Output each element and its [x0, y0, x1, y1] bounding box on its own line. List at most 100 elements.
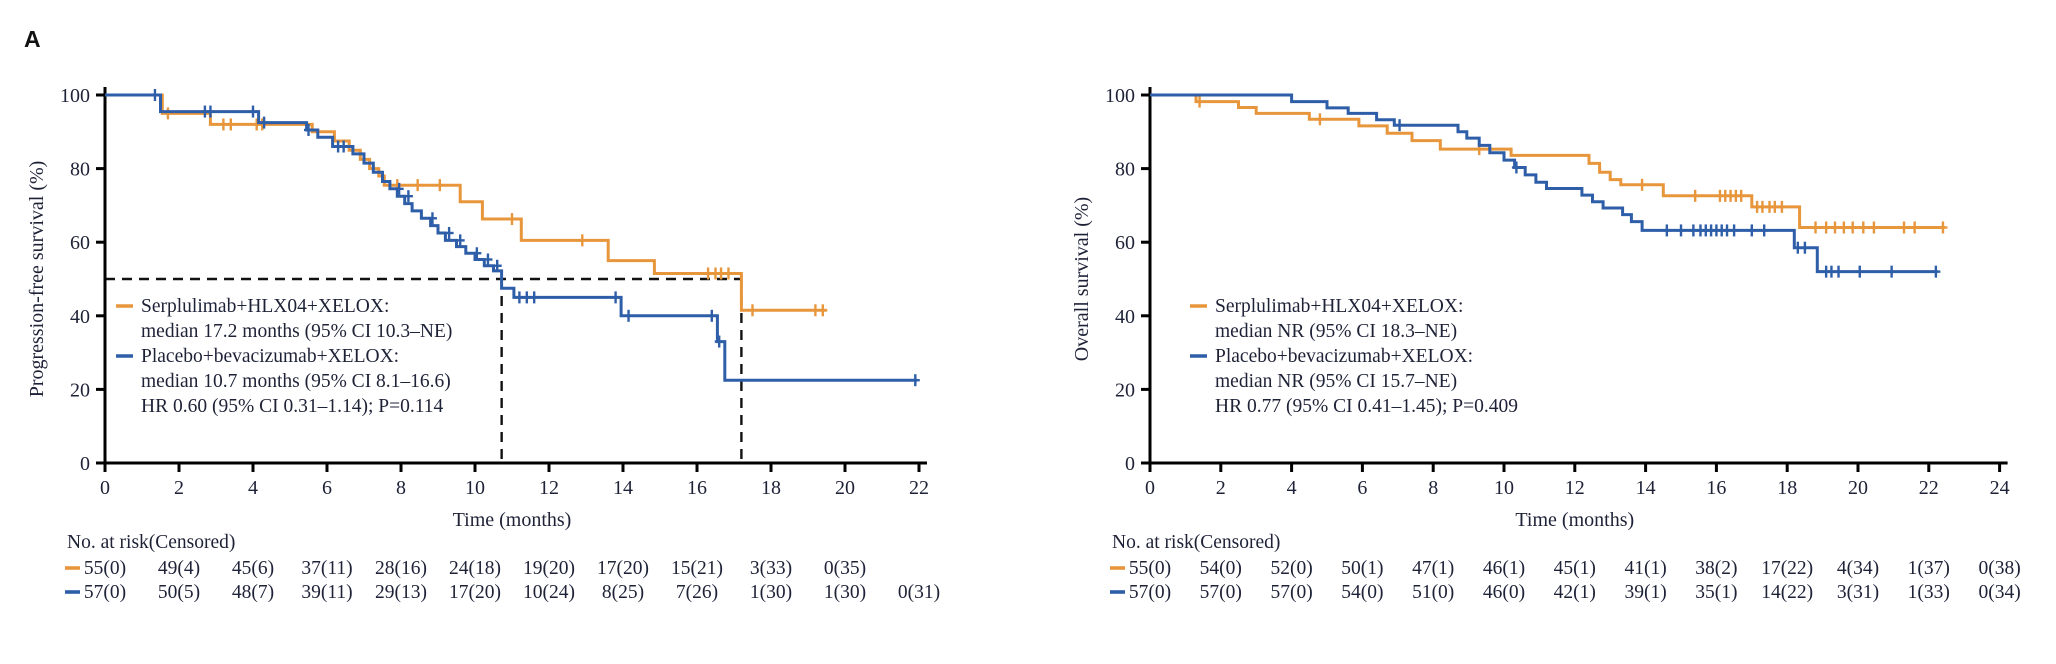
x-tick-label: 10 — [1494, 477, 1514, 499]
legend-text: Placebo+bevacizumab+XELOX: — [141, 346, 399, 367]
at-risk-value: 28(16) — [375, 558, 427, 579]
at-risk-value: 17(22) — [1761, 558, 1813, 579]
y-tick-label: 60 — [1115, 232, 1135, 254]
at-risk-value: 7(26) — [676, 582, 718, 603]
at-risk-value: 55(0) — [1129, 558, 1171, 579]
at-risk-value: 0(35) — [824, 558, 866, 579]
at-risk-value: 46(1) — [1483, 558, 1525, 579]
x-tick-label: 8 — [1428, 477, 1438, 499]
legend-text: Placebo+bevacizumab+XELOX: — [1215, 346, 1473, 367]
at-risk-value: 47(1) — [1412, 558, 1454, 579]
at-risk-table: No. at risk(Censored) 55(0) 49(4) 45(6) 37(1… — [65, 532, 940, 603]
y-tick-label: 20 — [1115, 379, 1135, 401]
at-risk-value: 55(0) — [84, 558, 126, 579]
km-curve-placebo — [105, 93, 918, 382]
x-tick-label: 18 — [1777, 477, 1797, 499]
x-tick-label: 0 — [100, 477, 110, 499]
y-axis-title: Progression-free survival (%) — [26, 161, 48, 398]
x-tick-label: 2 — [174, 477, 184, 499]
at-risk-value: 39(11) — [301, 582, 352, 603]
at-risk-value: 29(13) — [375, 582, 427, 603]
at-risk-header: No. at risk(Censored) — [1112, 532, 1280, 553]
at-risk-value: 0(38) — [1978, 558, 2020, 579]
at-risk-value: 57(0) — [84, 582, 126, 603]
at-risk-value: 0(31) — [898, 582, 940, 603]
at-risk-value: 1(37) — [1908, 558, 1950, 579]
x-tick-label: 0 — [1145, 477, 1155, 499]
at-risk-value: 10(24) — [523, 582, 575, 603]
y-tick-label: 40 — [1115, 306, 1135, 328]
at-risk-value: 45(6) — [232, 558, 274, 579]
at-risk-value: 57(0) — [1200, 582, 1242, 603]
survival-step-line — [105, 93, 918, 382]
survival-step-line — [1150, 93, 1938, 274]
at-risk-value: 17(20) — [449, 582, 501, 603]
legend: Serplulimab+HLX04+XELOX: median 17.2 mont… — [116, 296, 452, 417]
x-tick-label: 2 — [1216, 477, 1226, 499]
at-risk-value: 19(20) — [523, 558, 575, 579]
at-risk-value: 14(22) — [1761, 582, 1813, 603]
km-curve-serplulimab — [1150, 93, 1945, 229]
legend-text: HR 0.77 (95% CI 0.41–1.45); P=0.409 — [1215, 396, 1518, 417]
y-axis-title: Overall survival (%) — [1071, 197, 1093, 361]
at-risk-value: 24(18) — [449, 558, 501, 579]
x-tick-label: 20 — [1848, 477, 1868, 499]
x-tick-label: 8 — [396, 477, 406, 499]
x-tick-label: 14 — [613, 477, 633, 499]
at-risk-value: 8(25) — [602, 582, 644, 603]
y-tick-label: 0 — [1125, 453, 1135, 475]
at-risk-value: 3(31) — [1837, 582, 1879, 603]
pfs-km-chart: 0 20 40 60 80 100 0 2 4 6 8 10 12 14 16 18 20 22 Time (mon… — [26, 85, 940, 603]
at-risk-value: 50(5) — [158, 582, 200, 603]
km-curve-placebo — [1150, 93, 1938, 274]
at-risk-value: 42(1) — [1554, 582, 1596, 603]
at-risk-value: 54(0) — [1341, 582, 1383, 603]
panel-label-a: A — [24, 26, 41, 52]
x-tick-label: 12 — [539, 477, 559, 499]
survival-step-line — [1150, 93, 1945, 229]
y-tick-label: 40 — [70, 306, 90, 328]
legend-text: median 17.2 months (95% CI 10.3–NE) — [141, 321, 452, 342]
y-tick-label: 100 — [60, 85, 90, 107]
at-risk-value: 46(0) — [1483, 582, 1525, 603]
at-risk-value: 37(11) — [301, 558, 352, 579]
x-tick-label: 20 — [835, 477, 855, 499]
censor-marks-placebo — [1395, 119, 1941, 278]
legend-text: median NR (95% CI 18.3–NE) — [1215, 321, 1457, 342]
at-risk-value: 57(0) — [1270, 582, 1312, 603]
x-tick-label: 18 — [761, 477, 781, 499]
at-risk-value: 35(1) — [1695, 582, 1737, 603]
x-tick-label: 14 — [1636, 477, 1656, 499]
at-risk-value: 0(34) — [1978, 582, 2020, 603]
legend-text: median 10.7 months (95% CI 8.1–16.6) — [141, 371, 451, 392]
at-risk-value: 57(0) — [1129, 582, 1171, 603]
y-tick-label: 80 — [1115, 159, 1135, 181]
legend-text: HR 0.60 (95% CI 0.31–1.14); P=0.114 — [141, 396, 443, 417]
at-risk-value: 54(0) — [1200, 558, 1242, 579]
censor-marks-serplulimab — [163, 107, 828, 317]
median-dashed-lines — [105, 277, 743, 463]
legend-text: Serplulimab+HLX04+XELOX: — [141, 296, 389, 317]
at-risk-value: 1(30) — [824, 582, 866, 603]
at-risk-value: 51(0) — [1412, 582, 1454, 603]
x-tick-label: 6 — [1357, 477, 1367, 499]
at-risk-header: No. at risk(Censored) — [67, 532, 235, 553]
legend-text: Serplulimab+HLX04+XELOX: — [1215, 296, 1463, 317]
at-risk-value: 15(21) — [671, 558, 723, 579]
at-risk-value: 49(4) — [158, 558, 200, 579]
at-risk-value: 17(20) — [597, 558, 649, 579]
at-risk-value: 50(1) — [1341, 558, 1383, 579]
x-tick-label: 4 — [248, 477, 258, 499]
at-risk-value: 1(33) — [1908, 582, 1950, 603]
x-axis-title: Time (months) — [453, 509, 572, 531]
censor-marks-serplulimab — [1195, 95, 1948, 234]
axes: 0 20 40 60 80 100 0 2 4 6 8 10 12 14 16 18 20 22 Time (mon… — [26, 85, 929, 531]
x-tick-label: 6 — [322, 477, 332, 499]
at-risk-value: 41(1) — [1624, 558, 1666, 579]
y-tick-label: 20 — [70, 379, 90, 401]
at-risk-value: 4(34) — [1837, 558, 1879, 579]
censor-marks-placebo — [150, 89, 920, 387]
legend-text: median NR (95% CI 15.7–NE) — [1215, 371, 1457, 392]
y-tick-label: 0 — [80, 453, 90, 475]
